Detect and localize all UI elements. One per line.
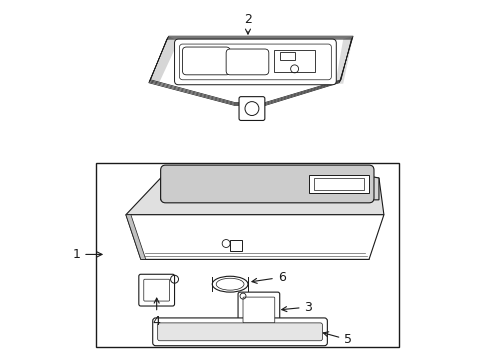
Bar xyxy=(279,52,294,60)
FancyBboxPatch shape xyxy=(179,44,331,80)
FancyBboxPatch shape xyxy=(157,323,322,341)
FancyBboxPatch shape xyxy=(161,165,373,203)
Text: 2: 2 xyxy=(244,13,251,34)
Text: 1: 1 xyxy=(72,248,102,261)
Polygon shape xyxy=(126,178,383,215)
FancyBboxPatch shape xyxy=(239,96,264,121)
Text: 6: 6 xyxy=(251,271,285,284)
Text: 3: 3 xyxy=(281,301,312,314)
Polygon shape xyxy=(335,36,352,84)
FancyBboxPatch shape xyxy=(174,39,336,85)
Bar xyxy=(314,178,364,190)
Bar xyxy=(309,175,368,193)
FancyBboxPatch shape xyxy=(139,274,174,306)
FancyBboxPatch shape xyxy=(152,318,326,346)
FancyBboxPatch shape xyxy=(225,49,268,75)
Text: 4: 4 xyxy=(152,298,160,328)
Polygon shape xyxy=(126,215,145,260)
Bar xyxy=(273,50,315,72)
Polygon shape xyxy=(148,36,352,105)
Bar xyxy=(230,239,242,251)
FancyBboxPatch shape xyxy=(238,292,279,328)
Polygon shape xyxy=(148,36,178,84)
Polygon shape xyxy=(126,215,383,260)
Text: 5: 5 xyxy=(323,332,351,346)
FancyBboxPatch shape xyxy=(243,297,274,323)
Polygon shape xyxy=(161,172,378,200)
FancyBboxPatch shape xyxy=(143,279,169,301)
FancyBboxPatch shape xyxy=(182,47,230,75)
Bar xyxy=(96,163,398,347)
